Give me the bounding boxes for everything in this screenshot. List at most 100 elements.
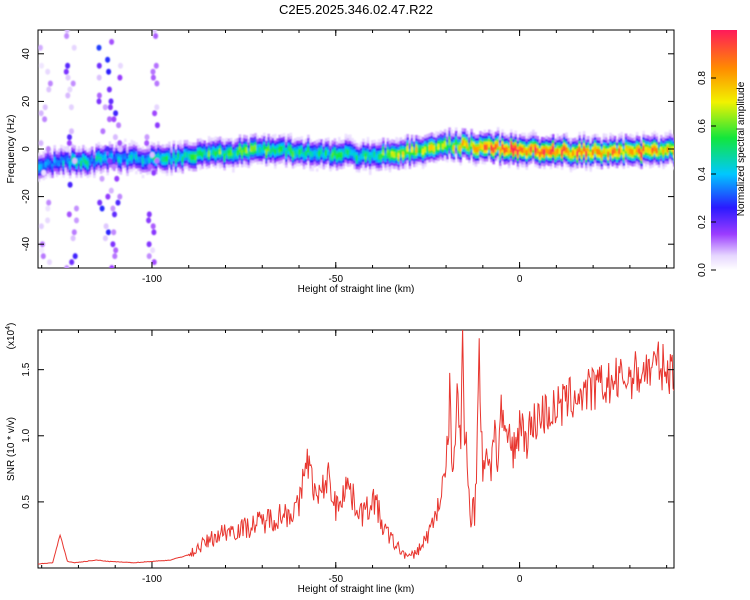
heatmap-cell bbox=[499, 159, 502, 163]
heatmap-cell bbox=[62, 145, 65, 150]
heatmap-cell bbox=[589, 168, 592, 172]
heatmap-cell bbox=[653, 136, 656, 141]
heatmap-cell bbox=[368, 171, 372, 175]
heatmap-cell bbox=[635, 132, 639, 136]
heatmap-cell bbox=[671, 145, 674, 150]
heatmap-cell bbox=[232, 140, 235, 144]
heatmap-cell bbox=[424, 149, 427, 153]
heatmap-cell bbox=[642, 145, 645, 149]
heatmap-cell bbox=[282, 138, 286, 143]
heatmap-cell bbox=[238, 137, 242, 141]
heatmap-cell bbox=[593, 142, 597, 146]
heatmap-cell bbox=[585, 144, 588, 149]
heatmap-cell bbox=[320, 153, 323, 157]
heatmap-cell bbox=[635, 140, 639, 144]
heatmap-cell bbox=[146, 165, 149, 170]
heatmap-cell bbox=[329, 148, 332, 152]
heatmap-cell bbox=[536, 164, 540, 168]
heatmap-cell bbox=[252, 159, 255, 164]
heatmap-cell bbox=[300, 144, 304, 149]
heatmap-cell bbox=[494, 151, 498, 156]
heatmap-cell bbox=[38, 172, 41, 176]
heatmap-cell bbox=[121, 165, 125, 169]
heatmap-cell bbox=[71, 152, 74, 156]
heatmap-cell bbox=[571, 166, 575, 171]
heatmap-cell bbox=[646, 152, 650, 156]
heatmap-cell bbox=[260, 135, 264, 139]
heatmap-cell bbox=[646, 161, 650, 165]
heatmap-cell bbox=[165, 163, 169, 168]
heatmap-cell bbox=[390, 153, 394, 157]
heatmap-cell bbox=[534, 135, 537, 139]
heatmap-cell bbox=[40, 154, 43, 159]
heatmap-cell bbox=[653, 150, 656, 155]
heatmap-cell bbox=[576, 159, 579, 163]
heatmap-cell bbox=[97, 159, 101, 163]
colorbar-tick-label: 0.8 bbox=[697, 71, 708, 85]
heatmap-cell bbox=[269, 145, 273, 149]
heatmap-cell bbox=[379, 147, 383, 151]
heatmap-cell bbox=[510, 154, 513, 159]
heatmap-cell bbox=[289, 149, 293, 154]
heatmap-cell bbox=[543, 151, 546, 155]
heatmap-cell bbox=[430, 146, 434, 150]
heatmap-cell bbox=[397, 158, 401, 162]
heatmap-cell bbox=[298, 140, 301, 144]
heatmap-cell bbox=[432, 136, 436, 140]
heatmap-cell bbox=[335, 155, 339, 160]
heatmap-cell bbox=[576, 136, 579, 140]
heatmap-cell bbox=[671, 154, 674, 158]
heatmap-cell bbox=[587, 164, 590, 168]
heatmap-cell bbox=[523, 149, 526, 154]
heatmap-cell bbox=[53, 159, 56, 163]
heatmap-blob bbox=[152, 30, 157, 33]
heatmap-blob bbox=[113, 247, 119, 254]
heatmap-cell bbox=[161, 164, 165, 168]
heatmap-cell bbox=[344, 133, 348, 138]
heatmap-cell bbox=[413, 160, 416, 165]
heatmap-cell bbox=[479, 145, 482, 149]
heatmap-cell bbox=[587, 158, 590, 163]
heatmap-cell bbox=[602, 153, 606, 157]
heatmap-cell bbox=[545, 141, 548, 145]
heatmap-cell bbox=[638, 147, 641, 152]
heatmap-cell bbox=[113, 150, 116, 154]
heatmap-cell bbox=[408, 139, 412, 144]
heatmap-cell bbox=[505, 140, 509, 144]
heatmap-cell bbox=[472, 152, 476, 157]
heatmap-cell bbox=[635, 160, 639, 164]
heatmap-cell bbox=[598, 145, 601, 150]
heatmap-cell bbox=[565, 135, 568, 139]
heatmap-cell bbox=[322, 166, 326, 170]
heatmap-cell bbox=[527, 147, 531, 151]
heatmap-cell bbox=[578, 154, 581, 158]
heatmap-cell bbox=[75, 157, 79, 161]
heatmap-cell bbox=[357, 152, 361, 156]
heatmap-cell bbox=[77, 160, 81, 164]
heatmap-cell bbox=[485, 158, 489, 162]
heatmap-blob bbox=[96, 62, 102, 69]
heatmap-cell bbox=[474, 157, 478, 161]
heatmap-cell bbox=[194, 142, 198, 146]
heatmap-y-label: Frequency (Hz) bbox=[6, 115, 17, 184]
heatmap-cell bbox=[463, 154, 467, 158]
heatmap-cell bbox=[556, 136, 559, 140]
heatmap-cell bbox=[274, 162, 277, 166]
heatmap-cell bbox=[651, 144, 654, 148]
heatmap-cell bbox=[360, 156, 363, 160]
heatmap-cell bbox=[633, 162, 637, 167]
heatmap-cell bbox=[558, 156, 562, 160]
heatmap-cell bbox=[450, 152, 454, 156]
heatmap-cell bbox=[534, 137, 537, 142]
heatmap-cell bbox=[580, 158, 584, 163]
heatmap-cell bbox=[446, 156, 449, 160]
heatmap-blob bbox=[67, 86, 73, 93]
heatmap-cell bbox=[84, 164, 87, 168]
heatmap-cell bbox=[278, 137, 281, 141]
heatmap-cell bbox=[258, 152, 262, 156]
heatmap-cell bbox=[591, 160, 595, 164]
heatmap-cell bbox=[201, 142, 204, 146]
heatmap-cell bbox=[157, 155, 160, 159]
heatmap-cell bbox=[335, 161, 339, 165]
heatmap-cell bbox=[415, 143, 418, 147]
